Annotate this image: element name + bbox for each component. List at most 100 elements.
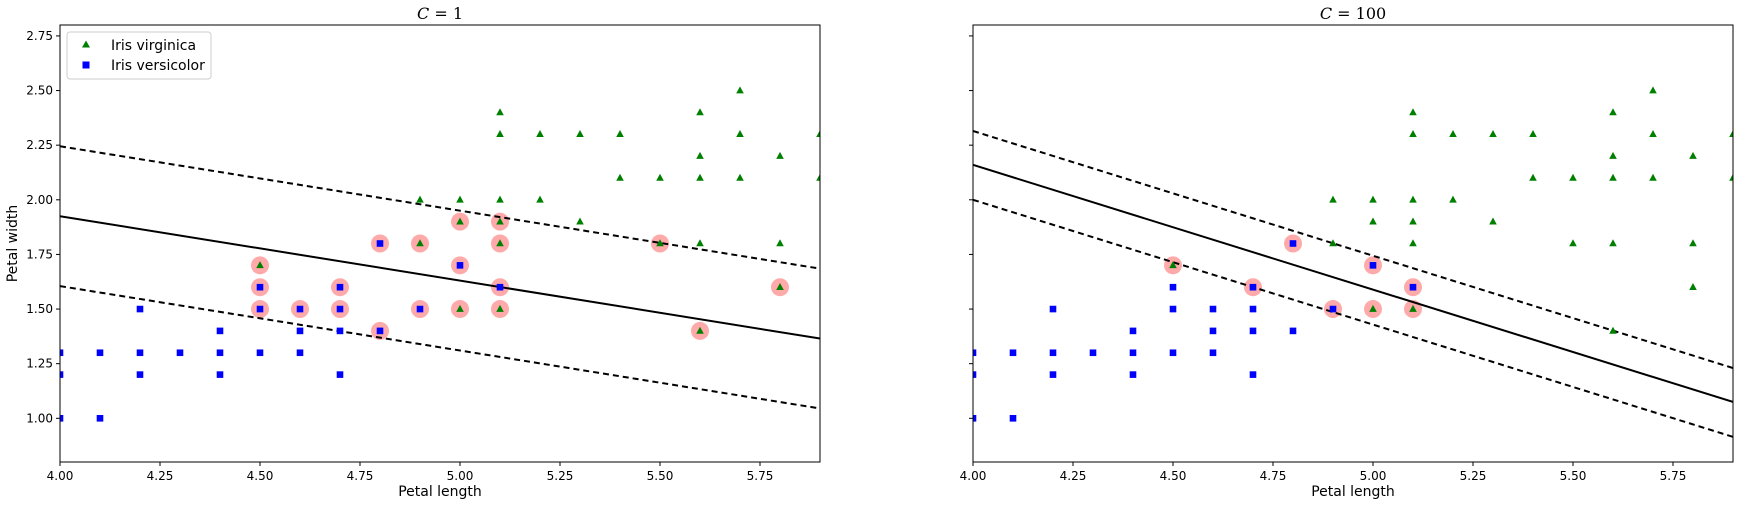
versicolor-point bbox=[456, 262, 464, 269]
plot-area bbox=[973, 86, 1733, 438]
virginica-point bbox=[1689, 151, 1697, 159]
versicolor-point bbox=[1249, 371, 1257, 378]
virginica-point bbox=[496, 195, 504, 203]
decision-boundary-line bbox=[973, 163, 1733, 403]
x-tick-label: 5.25 bbox=[1460, 469, 1487, 483]
versicolor-point bbox=[336, 371, 344, 378]
virginica-point bbox=[656, 173, 664, 181]
virginica-point bbox=[776, 151, 784, 159]
virginica-point bbox=[1449, 130, 1457, 138]
virginica-point bbox=[1529, 173, 1537, 181]
virginica-point bbox=[1609, 108, 1617, 116]
margin-line-upper bbox=[60, 145, 820, 270]
versicolor-point bbox=[296, 327, 304, 335]
versicolor-point bbox=[136, 305, 144, 313]
x-tick-label: 5.25 bbox=[547, 469, 574, 483]
x-tick-label: 5.00 bbox=[1360, 469, 1387, 483]
virginica-point bbox=[456, 217, 464, 225]
virginica-point bbox=[1489, 130, 1497, 138]
virginica-point bbox=[1649, 86, 1657, 94]
x-tick-label: 5.50 bbox=[647, 469, 674, 483]
virginica-point bbox=[696, 108, 704, 116]
versicolor-point bbox=[1249, 305, 1257, 313]
versicolor-point bbox=[216, 327, 224, 335]
virginica-point bbox=[1689, 283, 1697, 290]
virginica-point bbox=[536, 130, 544, 138]
versicolor-point bbox=[1129, 371, 1137, 378]
y-tick-label: 1.75 bbox=[26, 247, 53, 261]
versicolor-point bbox=[1289, 327, 1297, 335]
x-tick-label: 4.75 bbox=[1260, 469, 1287, 483]
y-axis-label: Petal width bbox=[5, 205, 21, 283]
virginica-point bbox=[816, 130, 820, 138]
legend-label-virginica: Iris virginica bbox=[111, 38, 196, 54]
plot-area bbox=[60, 86, 820, 422]
virginica-point bbox=[576, 217, 584, 225]
virginica-point bbox=[696, 173, 704, 181]
versicolor-point bbox=[216, 371, 224, 378]
decision-lines bbox=[973, 130, 1733, 438]
virginica-point bbox=[1729, 130, 1733, 138]
virginica-point bbox=[776, 283, 784, 290]
legend-triangle-marker bbox=[82, 40, 90, 48]
versicolor-point bbox=[1049, 349, 1057, 357]
virginica-point bbox=[736, 130, 744, 138]
virginica-point bbox=[1609, 239, 1617, 247]
versicolor-point bbox=[336, 327, 344, 335]
versicolor-point bbox=[1169, 305, 1177, 313]
versicolor-point bbox=[96, 349, 104, 357]
virginica-point bbox=[1409, 195, 1417, 203]
margin-line-lower bbox=[973, 198, 1733, 438]
versicolor-point bbox=[1249, 283, 1257, 291]
versicolor-point bbox=[1009, 349, 1017, 357]
virginica-point bbox=[1449, 195, 1457, 203]
virginica-point bbox=[1569, 173, 1577, 181]
versicolor-point bbox=[1409, 283, 1417, 291]
virginica-point bbox=[1169, 261, 1177, 269]
virginica-point bbox=[696, 239, 704, 247]
virginica-point bbox=[1409, 304, 1417, 312]
chart-title: C = 1 bbox=[417, 4, 463, 23]
virginica-point bbox=[1329, 239, 1337, 247]
versicolor-point bbox=[296, 305, 304, 313]
y-tick-label: 1.00 bbox=[26, 411, 53, 425]
virginica-point bbox=[456, 195, 464, 203]
chart-title-eq: = bbox=[429, 4, 453, 23]
y-tick-label: 2.00 bbox=[26, 193, 53, 207]
versicolor-point bbox=[256, 283, 264, 291]
virginica-point bbox=[736, 86, 744, 94]
virginica-point bbox=[1649, 173, 1657, 181]
chart-title-num: 100 bbox=[1356, 4, 1387, 23]
virginica-point bbox=[656, 239, 664, 247]
versicolor-point bbox=[496, 283, 504, 291]
versicolor-point bbox=[136, 371, 144, 378]
chart-title-eq: = bbox=[1332, 4, 1356, 23]
virginica-point bbox=[736, 173, 744, 181]
x-tick-label: 4.00 bbox=[960, 469, 987, 483]
virginica-point bbox=[1409, 108, 1417, 116]
virginica-point bbox=[496, 130, 504, 138]
versicolor-point bbox=[973, 349, 977, 357]
virginica-point bbox=[1369, 195, 1377, 203]
chart-title: C = 100 bbox=[1320, 4, 1386, 23]
y-tick-label: 1.50 bbox=[26, 302, 53, 316]
versicolor-point bbox=[1049, 305, 1057, 313]
data-points bbox=[973, 86, 1733, 422]
margin-line-lower bbox=[60, 285, 820, 410]
y-tick-label: 2.75 bbox=[26, 29, 53, 43]
versicolor-point bbox=[1169, 283, 1177, 291]
virginica-point bbox=[496, 239, 504, 247]
virginica-point bbox=[576, 130, 584, 138]
versicolor-point bbox=[1009, 415, 1017, 422]
virginica-point bbox=[776, 239, 784, 247]
versicolor-point bbox=[256, 305, 264, 313]
x-axis-label: Petal length bbox=[1311, 484, 1395, 500]
versicolor-point bbox=[1129, 349, 1137, 357]
versicolor-point bbox=[973, 415, 977, 422]
chart-title-var: C bbox=[417, 4, 429, 23]
margin-line-upper bbox=[973, 130, 1733, 369]
virginica-point bbox=[1329, 195, 1337, 203]
versicolor-point bbox=[60, 415, 64, 422]
